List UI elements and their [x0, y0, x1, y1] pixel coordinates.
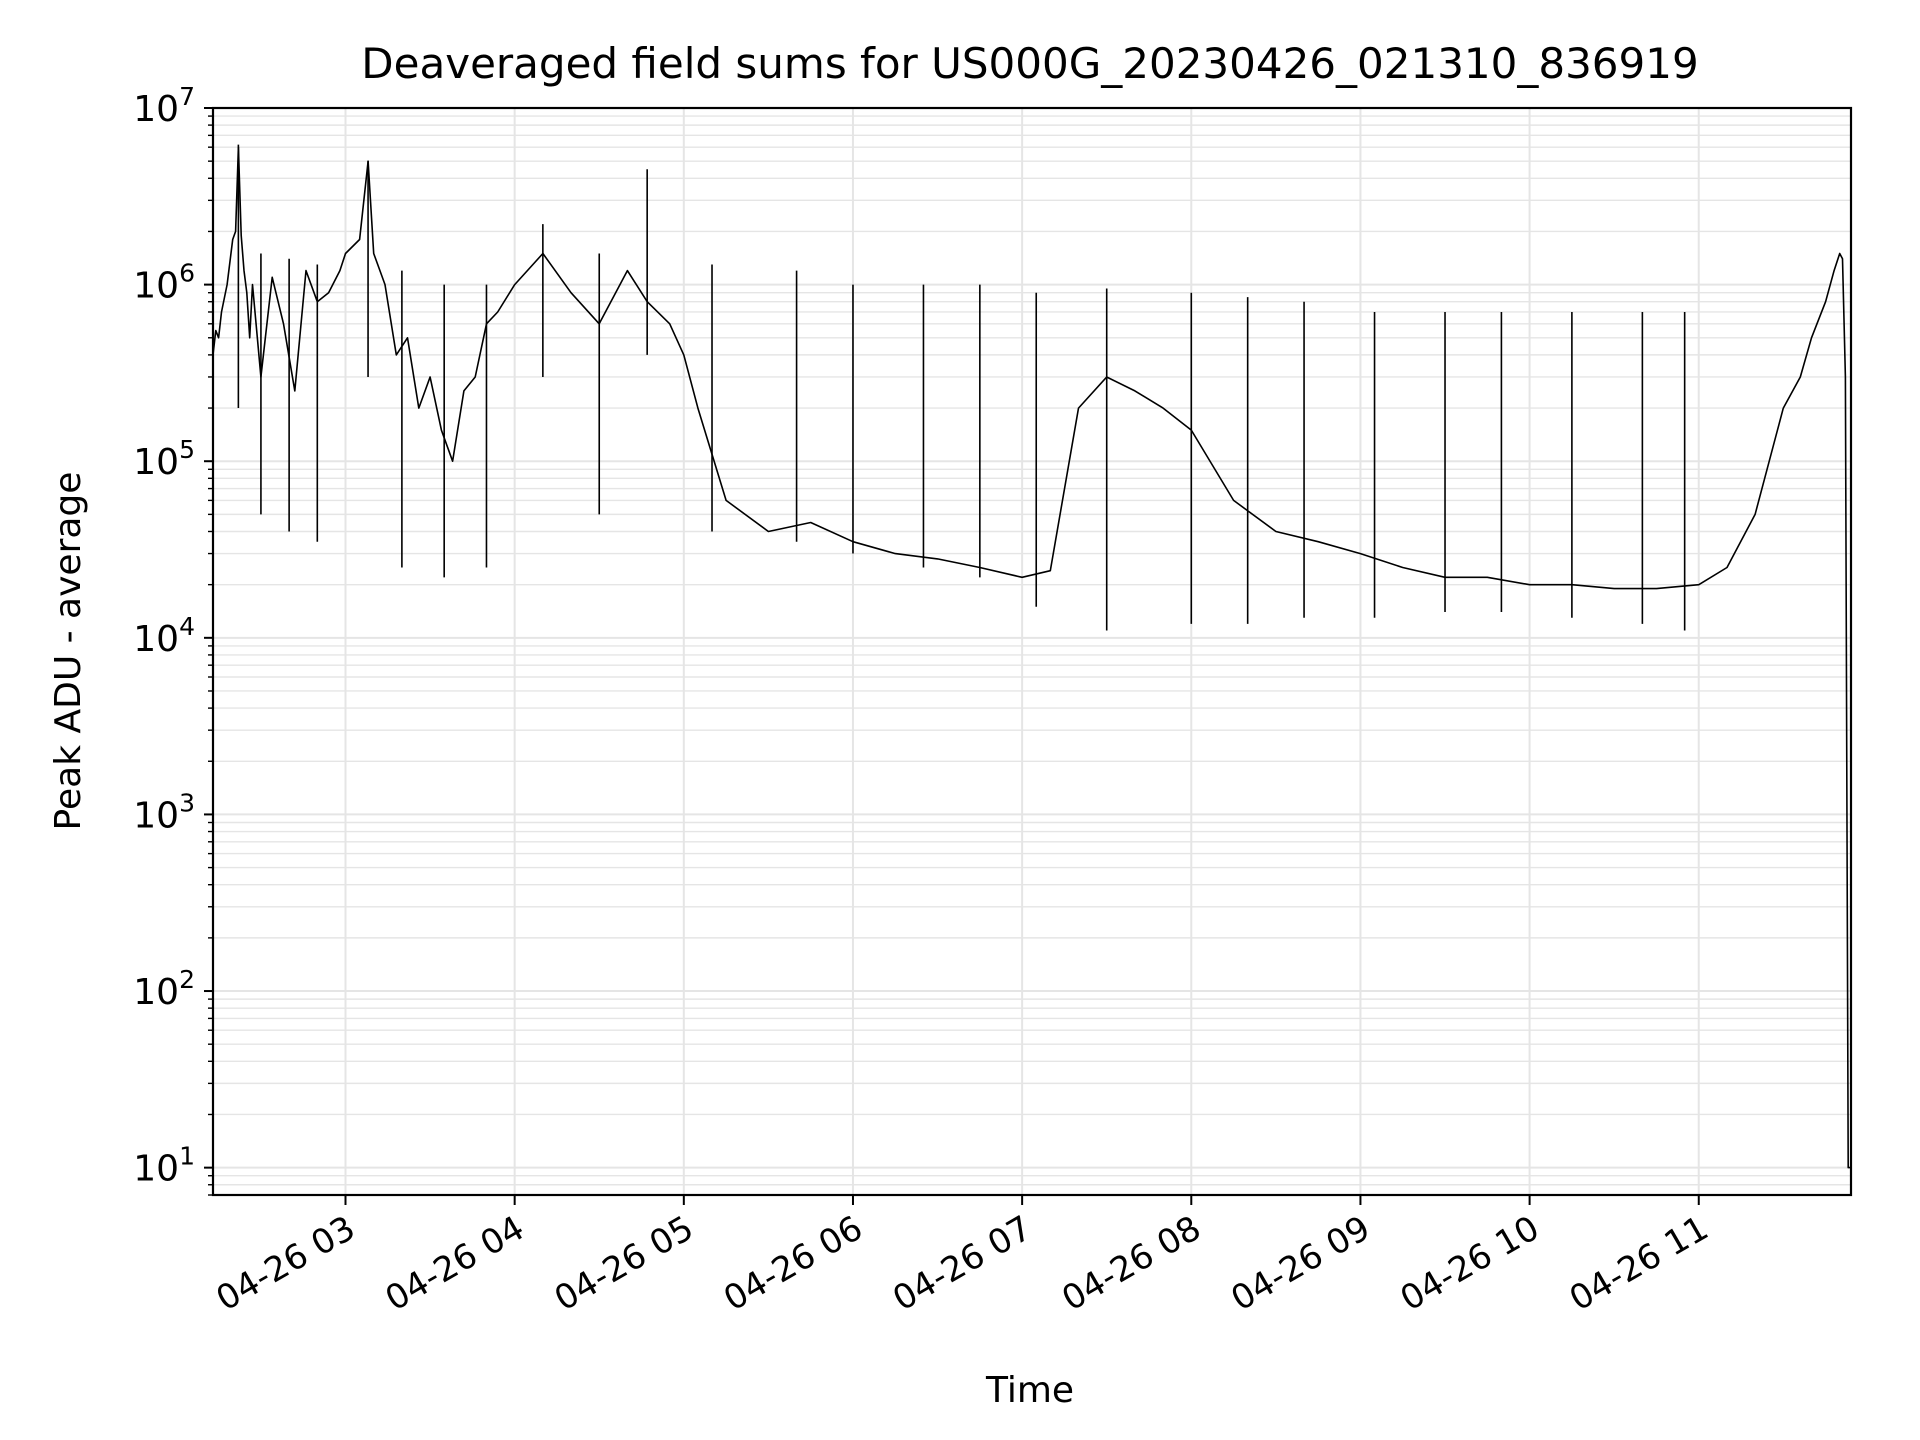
y-axis-label: Peak ADU - average — [48, 472, 89, 831]
y-tick-label: 101 — [133, 1142, 195, 1190]
x-axis-label: Time — [985, 1370, 1074, 1411]
series-layer — [212, 144, 1851, 1169]
plot-frame — [211, 106, 1853, 1197]
y-tick-label: 107 — [133, 82, 195, 130]
grid — [213, 107, 1851, 1196]
chart-title: Deaveraged field sums for US000G_2023042… — [361, 39, 1698, 88]
y-tick-label: 104 — [133, 612, 195, 660]
